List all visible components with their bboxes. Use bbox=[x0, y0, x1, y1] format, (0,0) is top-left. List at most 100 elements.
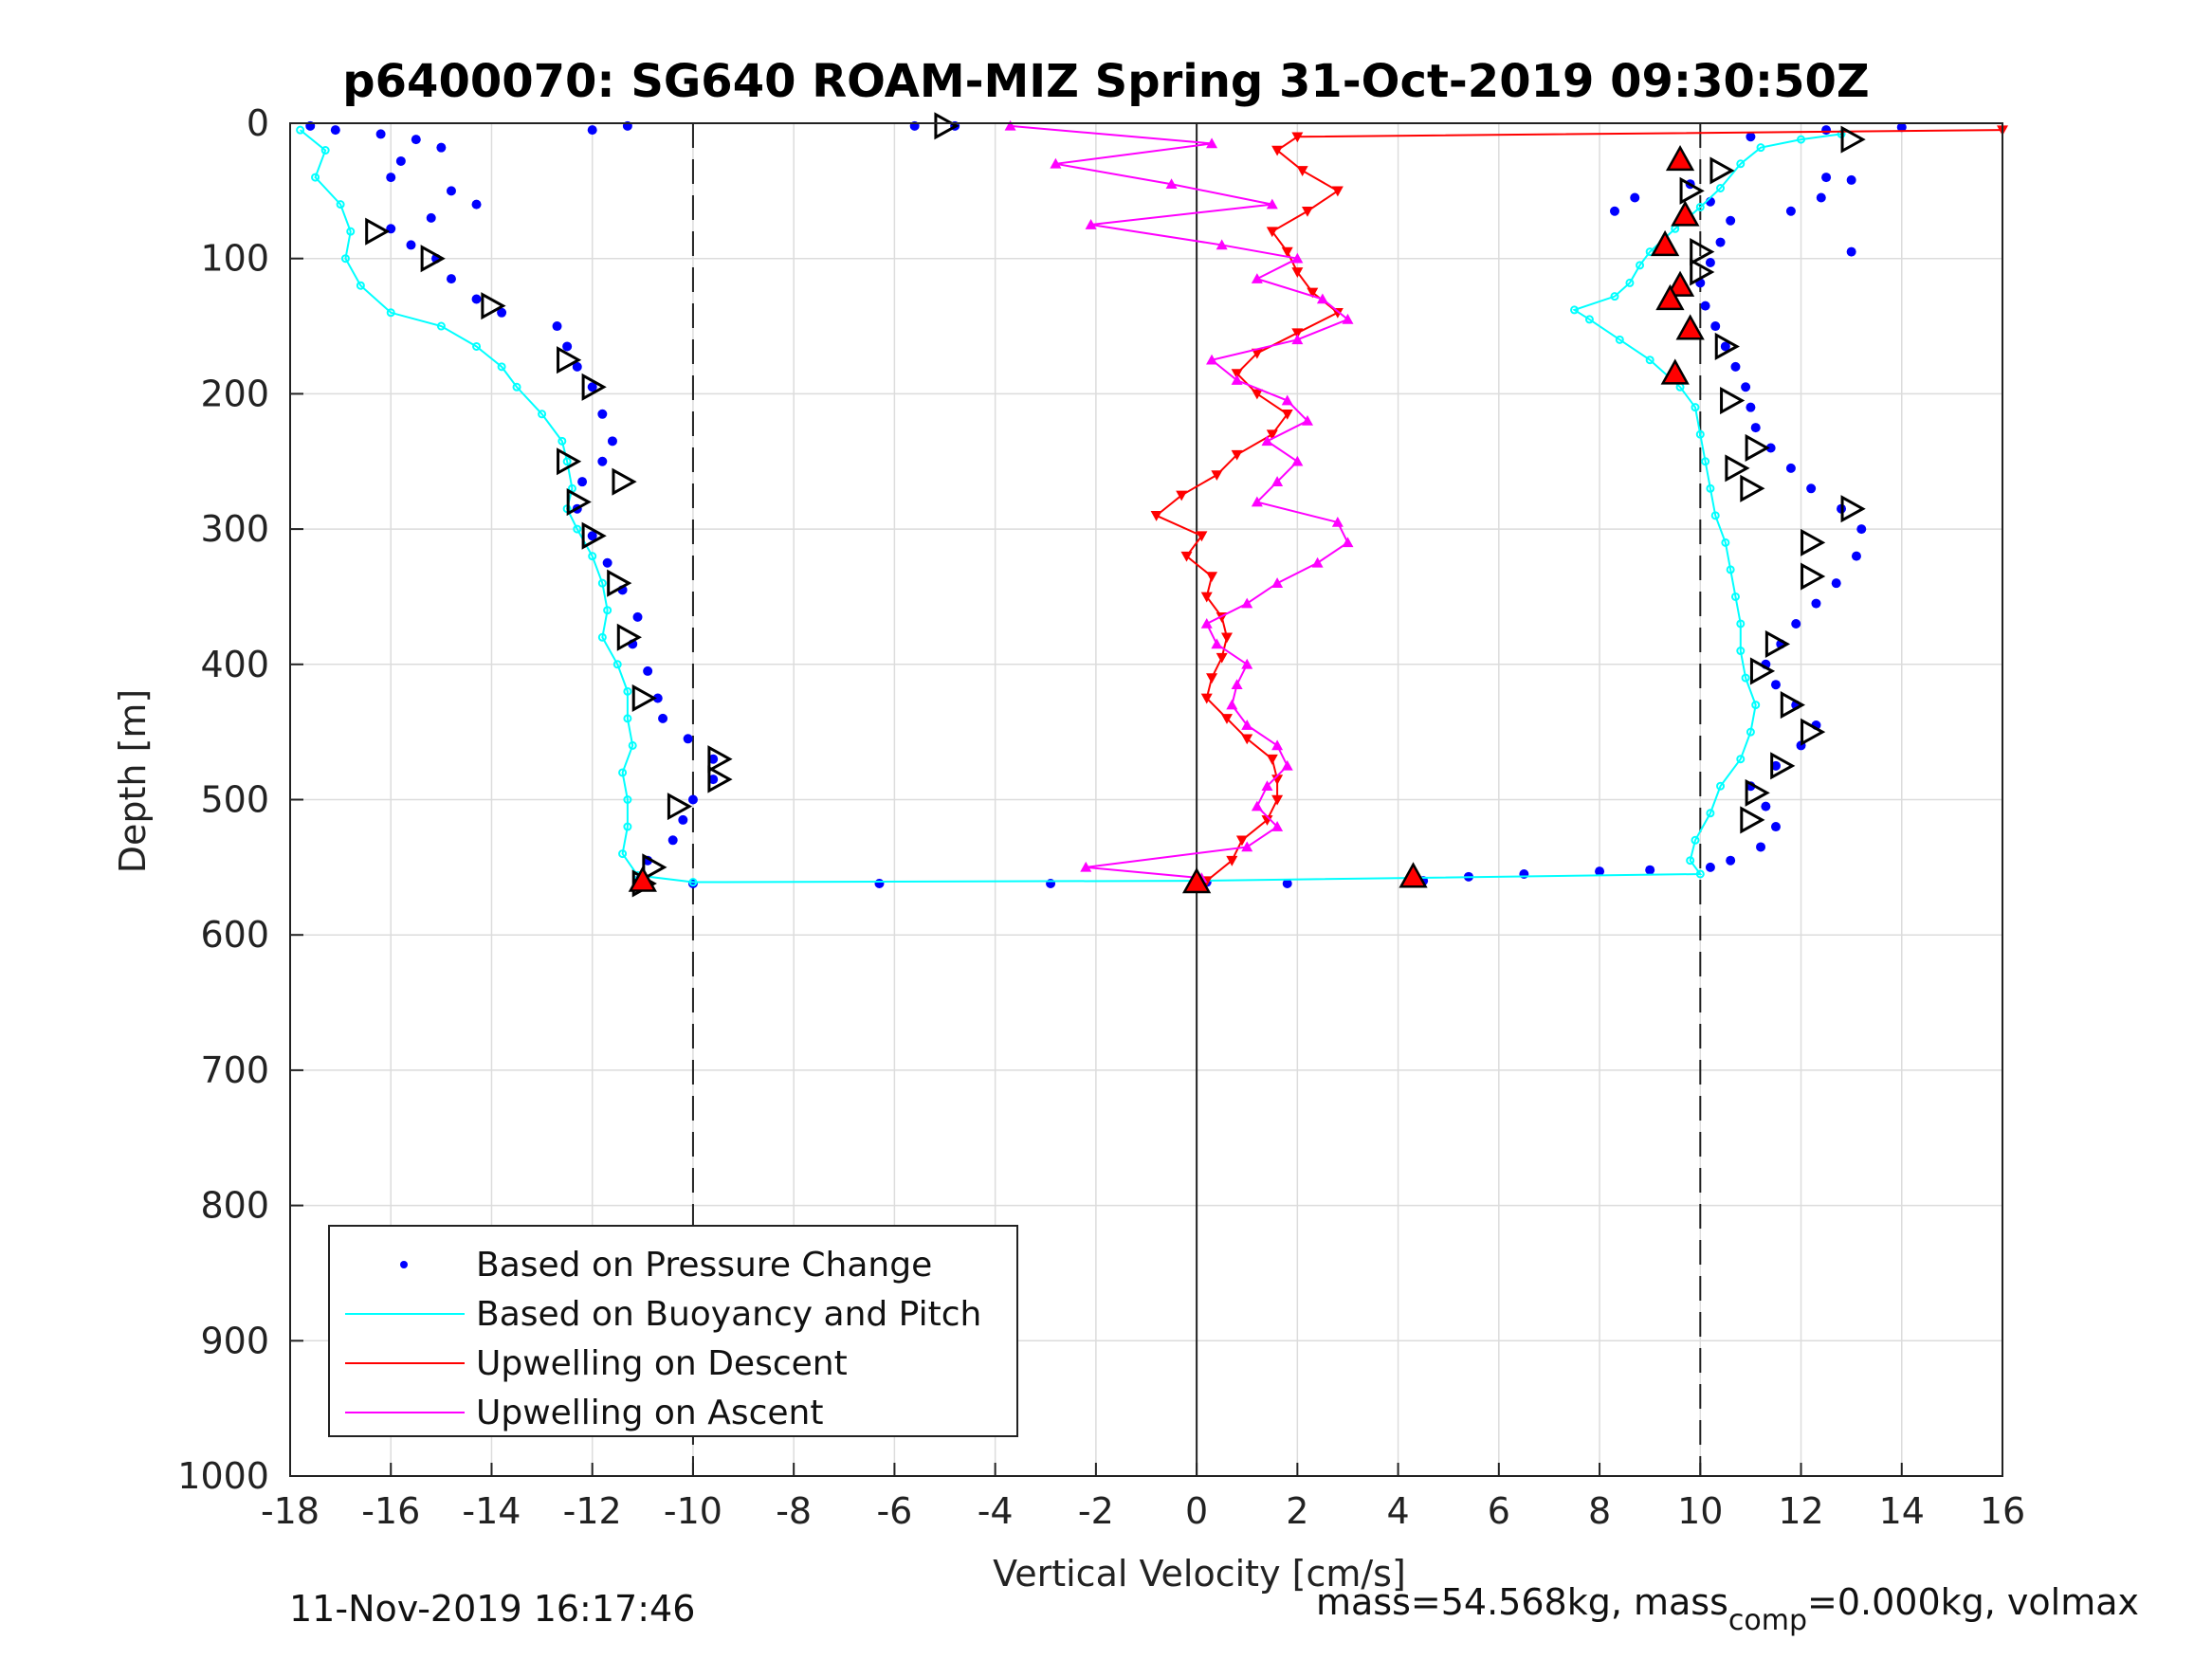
data-point bbox=[623, 795, 632, 804]
x-tick-label: -10 bbox=[664, 1490, 722, 1532]
data-point bbox=[1211, 638, 1223, 649]
data-point bbox=[587, 125, 597, 136]
data-point bbox=[1342, 537, 1354, 548]
data-point bbox=[1715, 237, 1726, 247]
data-point bbox=[1271, 145, 1284, 156]
data-point bbox=[1331, 307, 1344, 319]
axes: -18 -16 -14 -12 -10 -8 -6 -4 -2 0 2 4 6 8 10 12 14 16 0 100… bbox=[177, 102, 2025, 1532]
data-point bbox=[1726, 215, 1736, 226]
data-point bbox=[406, 240, 416, 250]
data-point bbox=[618, 768, 628, 777]
data-point bbox=[1801, 718, 1826, 746]
data-point bbox=[642, 853, 667, 882]
data-point bbox=[436, 321, 446, 331]
data-point bbox=[1281, 394, 1293, 406]
data-point bbox=[1691, 403, 1700, 412]
data-point bbox=[346, 227, 356, 236]
data-point bbox=[1710, 321, 1721, 332]
data-point bbox=[1050, 157, 1062, 169]
data-point bbox=[1220, 632, 1233, 644]
data-point bbox=[1251, 800, 1263, 811]
data-point bbox=[1316, 293, 1328, 304]
data-point bbox=[612, 660, 622, 669]
x-tick-label: 10 bbox=[1677, 1490, 1723, 1532]
data-point bbox=[375, 129, 386, 139]
data-point bbox=[1785, 463, 1796, 473]
x-tick-label: 8 bbox=[1588, 1490, 1611, 1532]
data-point bbox=[512, 382, 521, 392]
data-point bbox=[1615, 335, 1624, 344]
data-point bbox=[1281, 246, 1293, 258]
data-point bbox=[1281, 759, 1293, 771]
legend-label: Based on Pressure Change bbox=[476, 1246, 933, 1285]
data-point bbox=[1740, 806, 1765, 834]
data-point bbox=[607, 436, 617, 447]
data-point bbox=[1630, 192, 1640, 203]
data-point bbox=[1231, 449, 1243, 461]
x-tick-label: 4 bbox=[1386, 1490, 1409, 1532]
data-point bbox=[426, 212, 436, 223]
data-point bbox=[1840, 495, 1866, 523]
series bbox=[296, 112, 2008, 898]
series-3 bbox=[1004, 119, 1354, 884]
data-point bbox=[1700, 301, 1710, 311]
data-point bbox=[1797, 135, 1806, 144]
data-point bbox=[1206, 354, 1218, 365]
legend-item-ascent: Upwelling on Ascent bbox=[330, 1388, 1016, 1437]
data-point bbox=[311, 173, 320, 182]
data-point bbox=[1231, 369, 1243, 379]
data-point bbox=[1398, 862, 1428, 888]
legend-line-red bbox=[345, 1362, 465, 1364]
data-point bbox=[471, 199, 482, 210]
data-point bbox=[1756, 143, 1765, 153]
data-point bbox=[1726, 565, 1735, 574]
data-point bbox=[562, 341, 573, 352]
data-point bbox=[1896, 122, 1907, 133]
data-point bbox=[1736, 647, 1746, 656]
data-point bbox=[1241, 720, 1253, 730]
data-point bbox=[497, 362, 506, 372]
data-point bbox=[1180, 551, 1193, 562]
data-point bbox=[1271, 821, 1284, 831]
data-point bbox=[446, 274, 456, 284]
data-point bbox=[1251, 389, 1263, 400]
data-point bbox=[1801, 562, 1826, 591]
y-axis-label: Depth [m] bbox=[112, 688, 154, 874]
legend-label: Upwelling on Descent bbox=[476, 1344, 848, 1383]
data-point bbox=[628, 866, 657, 892]
data-point bbox=[365, 217, 391, 246]
y-tick-label: 1000 bbox=[177, 1455, 269, 1497]
data-point bbox=[588, 552, 597, 561]
data-point bbox=[1695, 869, 1705, 879]
data-point bbox=[1770, 760, 1781, 771]
data-point bbox=[573, 524, 582, 534]
data-point bbox=[1291, 328, 1304, 339]
data-point bbox=[1251, 496, 1263, 507]
data-point bbox=[597, 578, 607, 588]
data-point bbox=[420, 245, 446, 273]
data-point bbox=[1645, 356, 1654, 365]
data-point bbox=[632, 611, 643, 622]
data-point bbox=[1004, 119, 1016, 131]
data-point bbox=[587, 531, 597, 541]
data-point bbox=[1725, 454, 1750, 483]
data-point bbox=[1741, 382, 1751, 392]
data-point bbox=[1695, 429, 1705, 439]
data-point bbox=[643, 665, 653, 676]
data-point bbox=[616, 623, 642, 651]
data-point bbox=[1609, 206, 1619, 216]
data-point bbox=[1150, 511, 1162, 521]
data-point bbox=[1271, 794, 1284, 806]
data-point bbox=[1749, 657, 1776, 685]
data-point bbox=[1261, 435, 1273, 447]
data-point bbox=[1801, 528, 1826, 556]
data-point bbox=[1241, 734, 1253, 745]
data-point bbox=[1311, 556, 1324, 568]
data-point bbox=[618, 849, 628, 859]
data-point bbox=[1785, 206, 1796, 216]
data-point bbox=[1764, 629, 1791, 658]
data-point bbox=[1271, 577, 1284, 588]
data-point bbox=[1831, 578, 1841, 589]
data-point bbox=[538, 410, 547, 419]
y-tick-label: 500 bbox=[200, 779, 269, 821]
